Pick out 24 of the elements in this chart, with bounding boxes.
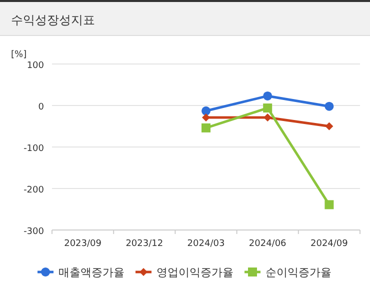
chart-title: 수익성장성지표 [11,13,95,27]
point [263,91,272,100]
y-tick-label: -200 [24,186,44,196]
legend-label: 순이익증가율 [266,266,332,279]
y-tick-label: 0 [38,102,44,112]
point [202,123,210,132]
x-tick-label: 2023/09 [64,239,102,249]
point [202,106,210,116]
point [325,122,334,130]
legend-label: 영업이익증가율 [156,266,234,279]
y-axis-title: [%] [11,50,27,60]
y-tick-label: 100 [26,61,44,71]
point [202,114,210,122]
point [264,114,272,122]
y-tick-label: -300 [24,227,44,237]
x-tick-label: 2024/06 [248,239,287,249]
y-tick-label: -100 [24,144,44,154]
point [324,200,334,210]
x-tick-label: 2024/03 [187,239,225,249]
point [324,102,334,111]
point [263,103,272,112]
x-tick-label: 2024/09 [310,239,348,249]
x-tick-label: 2023/12 [126,239,164,249]
legend-label: 매출액증가율 [58,266,124,279]
